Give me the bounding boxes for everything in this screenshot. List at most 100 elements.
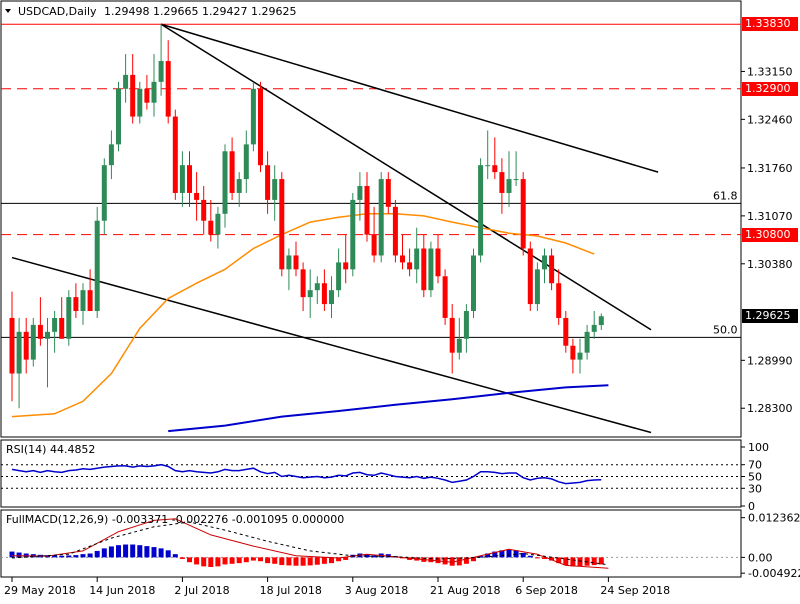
candle-body bbox=[456, 338, 462, 353]
rsi-line bbox=[11, 463, 602, 485]
candle-body bbox=[321, 283, 327, 305]
candle-body bbox=[392, 206, 398, 256]
macd-histogram-bar bbox=[59, 555, 65, 558]
macd-histogram-bar bbox=[577, 557, 583, 567]
candle-body bbox=[591, 324, 597, 332]
level-price-label: 1.32900 bbox=[742, 81, 798, 96]
macd-panel-frame bbox=[0, 509, 742, 578]
x-tick-label: 21 Aug 2018 bbox=[430, 584, 500, 597]
candle-body bbox=[378, 179, 384, 256]
macd-histogram-bar bbox=[222, 557, 228, 565]
candles bbox=[9, 24, 604, 409]
x-tick-label: 24 Sep 2018 bbox=[600, 584, 670, 597]
candle-body bbox=[385, 179, 391, 207]
macd-histogram-bar bbox=[73, 555, 79, 558]
rsi-tick-label: 70 bbox=[748, 459, 762, 472]
y-tick-label: 1.32460 bbox=[747, 113, 793, 126]
candle-body bbox=[201, 199, 207, 221]
macd-histogram-bar bbox=[549, 557, 555, 561]
price-axis: 1.33150 1.32460 1.31760 1.31070 1.30380 1.289… bbox=[741, 65, 793, 415]
candle-body bbox=[116, 88, 121, 145]
macd-histogram-bar bbox=[137, 545, 143, 558]
dropdown-arrow-icon[interactable] bbox=[5, 9, 11, 13]
candle-body bbox=[492, 165, 498, 173]
x-tick-label: 2 Jul 2018 bbox=[174, 584, 229, 597]
macd-histogram-bar bbox=[456, 557, 462, 566]
candle-body bbox=[87, 290, 93, 312]
x-tick-label: 14 Jun 2018 bbox=[89, 584, 155, 597]
trendline[interactable] bbox=[160, 23, 659, 173]
trendline[interactable] bbox=[11, 256, 652, 434]
candle-body bbox=[442, 276, 448, 318]
macd-histogram-bar bbox=[116, 545, 121, 558]
candle-body bbox=[101, 165, 107, 221]
fib-level-label: 50.0 bbox=[713, 323, 738, 336]
macd-histogram-bar bbox=[194, 557, 200, 565]
moving-averages bbox=[11, 213, 609, 433]
candle-body bbox=[364, 186, 370, 235]
level-price-label: 1.30800 bbox=[742, 227, 798, 242]
candle-body bbox=[499, 172, 505, 193]
macd-histogram-bar bbox=[321, 557, 327, 564]
candle-body bbox=[300, 269, 306, 298]
candle-body bbox=[279, 179, 285, 270]
x-tick-label: 3 Aug 2018 bbox=[345, 584, 408, 597]
y-tick-label: 1.31760 bbox=[747, 162, 793, 175]
macd-histogram-bar bbox=[492, 551, 498, 558]
rsi-tick-label: 0 bbox=[748, 500, 755, 513]
candle-body bbox=[194, 192, 200, 200]
candle-body bbox=[108, 144, 114, 166]
macd-tick-label: 0.012362 bbox=[748, 512, 800, 525]
ma-fast-line bbox=[11, 213, 595, 418]
candle-body bbox=[428, 248, 434, 291]
macd-histogram-bar bbox=[449, 557, 455, 566]
candle-body bbox=[478, 165, 484, 256]
macd-histogram-bar bbox=[463, 557, 469, 564]
rsi-title: RSI(14) 44.4852 bbox=[6, 443, 95, 456]
candle-body bbox=[584, 331, 590, 353]
macd-histogram-bar bbox=[66, 555, 72, 558]
macd-histogram-bar bbox=[314, 557, 320, 565]
macd-histogram-bar bbox=[208, 557, 214, 568]
fib-level-label: 61.8 bbox=[713, 189, 738, 202]
trendline[interactable] bbox=[160, 23, 652, 331]
candle-body bbox=[250, 88, 256, 145]
price-panel-frame bbox=[0, 0, 742, 438]
macd-histogram-bar bbox=[52, 555, 58, 558]
macd-histogram-bar bbox=[527, 555, 533, 558]
candle-body bbox=[421, 248, 427, 291]
candle-body bbox=[272, 179, 278, 200]
macd-histogram-bar bbox=[364, 554, 370, 558]
candle-body bbox=[286, 255, 292, 270]
y-tick-label: 1.31070 bbox=[747, 210, 793, 223]
candle-body bbox=[556, 283, 562, 318]
candle-body bbox=[527, 248, 533, 305]
candle-body bbox=[66, 297, 72, 339]
macd-histogram-bar bbox=[563, 557, 569, 566]
macd-histogram-bar bbox=[9, 551, 15, 558]
candle-body bbox=[563, 317, 569, 346]
candle-body bbox=[236, 179, 242, 193]
macd-histogram-bar bbox=[485, 553, 491, 558]
macd-histogram-bar bbox=[556, 557, 562, 564]
candle-body bbox=[336, 262, 342, 291]
rsi-tick-label: 100 bbox=[748, 441, 769, 454]
macd-histogram-bar bbox=[165, 550, 171, 558]
macd-histogram-bar bbox=[371, 555, 377, 558]
candle-body bbox=[52, 317, 58, 332]
candle-body bbox=[151, 81, 157, 103]
candle-body bbox=[435, 248, 441, 277]
macd-histogram-bar bbox=[236, 557, 242, 564]
candle-body bbox=[371, 234, 377, 256]
trendlines[interactable] bbox=[11, 23, 659, 434]
macd-histogram-bar bbox=[229, 557, 235, 564]
macd-histogram-bar bbox=[336, 557, 342, 562]
macd-histogram-bar bbox=[123, 544, 129, 558]
macd-histogram-bar bbox=[307, 557, 313, 566]
macd-histogram-bar bbox=[542, 557, 547, 559]
macd-histogram-bar bbox=[293, 557, 299, 566]
candle-body bbox=[506, 179, 512, 193]
macd-histogram-bar bbox=[478, 556, 484, 558]
